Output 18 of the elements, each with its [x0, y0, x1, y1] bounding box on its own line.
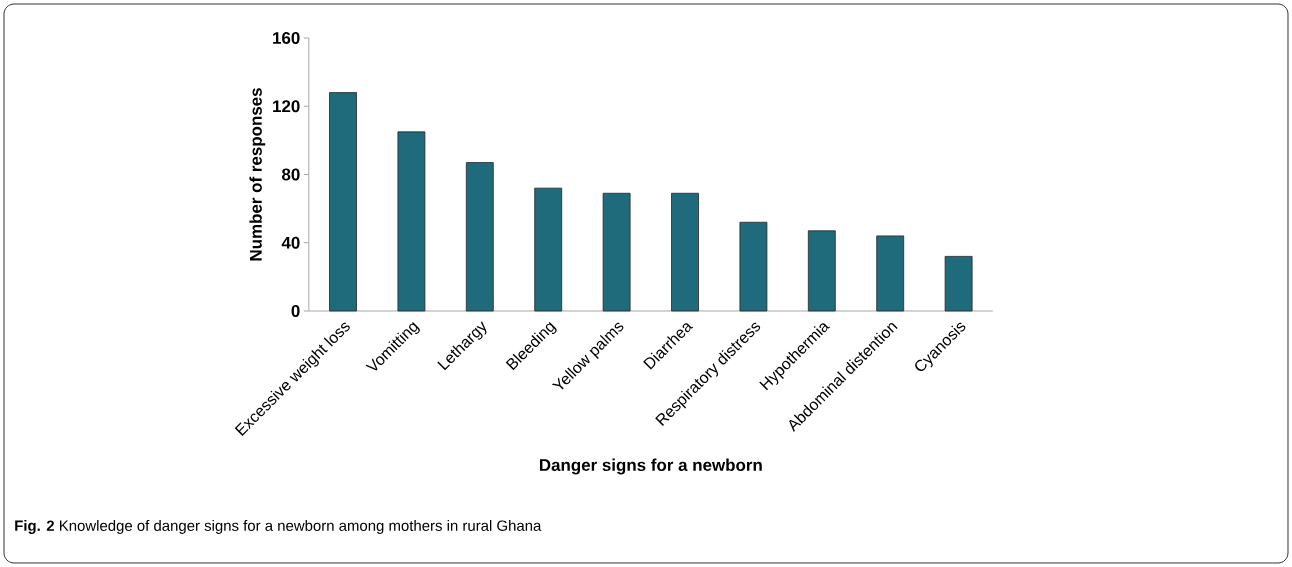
x-axis-title: Danger signs for a newborn	[539, 458, 762, 475]
text: Fig. 2 Knowledge of danger signs for a newborn among mothers in rural Ghana	[15, 519, 542, 534]
bar	[944, 255, 973, 312]
bar	[876, 235, 905, 312]
bar	[739, 221, 768, 312]
y-tick-label: 80	[281, 168, 300, 181]
y-tick-label: 40	[281, 236, 300, 249]
y-tick-label: 120	[273, 100, 300, 113]
bar	[602, 192, 631, 312]
bar	[671, 192, 699, 312]
y-tick-label: 160	[273, 31, 300, 44]
bar	[329, 92, 357, 312]
y-tick-label: 0	[291, 304, 300, 317]
bar	[534, 187, 563, 312]
y-axis-title: Number of responses	[249, 88, 266, 261]
bar	[397, 131, 426, 312]
bar	[807, 230, 836, 312]
bar	[465, 162, 494, 312]
